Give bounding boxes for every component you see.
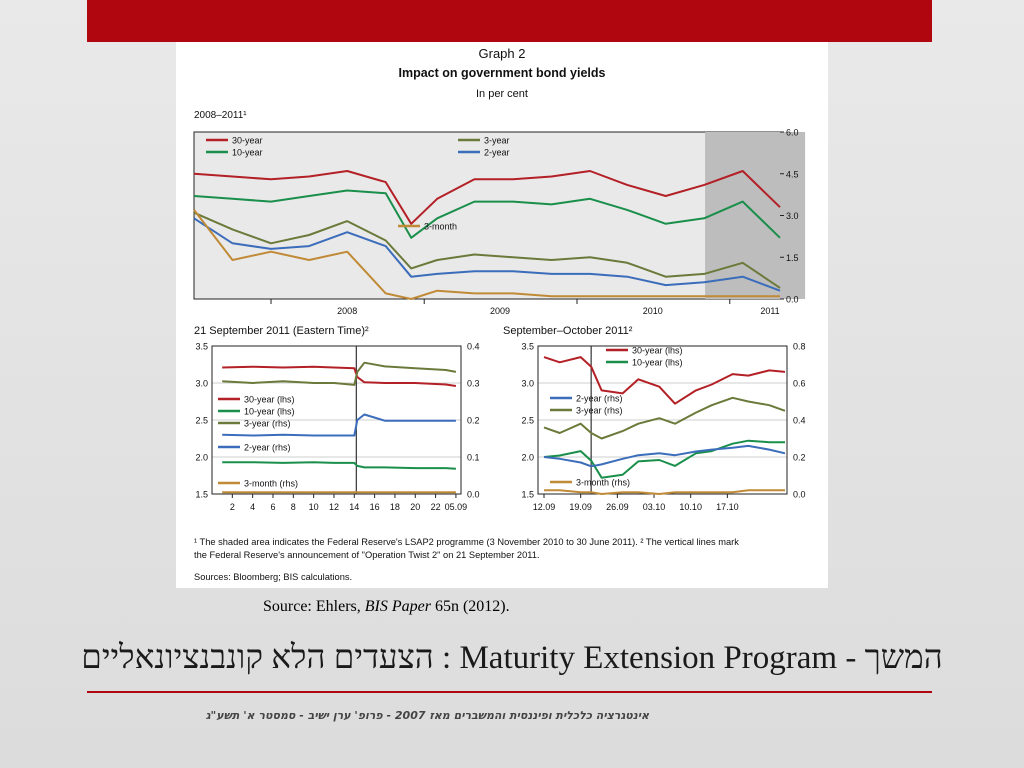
chart-br-3-year-rhs-legend-label: 3-year (rhs) [576, 406, 623, 416]
source-suffix: 65n (2012). [430, 598, 510, 615]
chart-bl-y-right-label: 0.2 [467, 416, 480, 426]
top-y-tick-label: 6.0 [786, 128, 799, 138]
source-prefix: Source: Ehlers, [263, 598, 365, 615]
chart-bl-y-right-label: 0.1 [467, 453, 480, 463]
top-series-3-year [193, 211, 781, 289]
chart-br-series-2-year-rhs [543, 444, 786, 468]
bottom-left-chart: 1.5 2.0 2.5 3.0 3.5 0.0 0.1 0.2 0.3 0.4 2 4 6 8 10 12 14… [195, 342, 480, 513]
bottom-right-chart-title: September–October 2011² [503, 325, 633, 337]
figure-unit: In per cent [476, 88, 528, 100]
chart-bl-10-year-lhs-legend-label: 10-year (lhs) [244, 407, 295, 417]
chart-br-x-tick-label: 19.09 [569, 502, 592, 512]
top-accent-bar [87, 0, 932, 42]
chart-br-x-tick-label: 12.09 [533, 502, 556, 512]
chart-bl-x-tick-label: 8 [291, 502, 296, 512]
bis-figure: Graph 2 Impact on government bond yields… [176, 42, 828, 588]
slide-footer: אינטגרציה כלכלית ופיננסית והמשברים מאז 2… [205, 709, 649, 722]
chart-br-30-year-lhs-legend-label: 30-year (lhs) [632, 346, 683, 356]
top-30y-legend-label: 30-year [232, 136, 263, 146]
footnote-line-1: ¹ The shaded area indicates the Federal … [194, 537, 739, 547]
chart-bl-y-left-label: 1.5 [195, 490, 208, 500]
chart-bl-x-tick-label: 2 [230, 502, 235, 512]
chart-br-x-tick-label: 10.10 [679, 502, 702, 512]
top-10y-legend-label: 10-year [232, 148, 263, 158]
top-series-3-month [193, 209, 780, 300]
chart-br-2-year-rhs-legend-label: 2-year (rhs) [576, 394, 623, 404]
top-3y-legend-label: 3-year [484, 136, 510, 146]
chart-br-series-30-year-lhs [543, 356, 786, 405]
chart-bl-y-left-label: 3.0 [195, 379, 208, 389]
top-x-tick-label: 2010 [643, 306, 663, 316]
top-chart: 0.0 1.5 3.0 4.5 6.0 2008 2009 2010 2011 30-year 10… [193, 128, 806, 316]
chart-br-y-left-label: 3.0 [521, 379, 534, 389]
top-y-tick-label: 4.5 [786, 169, 799, 179]
chart-bl-frame [211, 345, 462, 495]
chart-bl-y-left-label: 2.0 [195, 453, 208, 463]
chart-bl-2-year-rhs-legend-label: 2-year (rhs) [244, 443, 291, 453]
chart-br-y-right-label: 0.6 [793, 379, 806, 389]
footnote-line-2: the Federal Reserve's announcement of "O… [194, 550, 540, 560]
chart-bl-series-30-year-lhs [222, 365, 457, 387]
chart-br-y-right-label: 0.0 [793, 490, 806, 500]
chart-bl-series-10-year-lhs [222, 461, 456, 470]
slide-title: הצעדים הלא קונבנציונאליים : Maturity Ext… [81, 640, 943, 676]
chart-br-series-3-year-rhs [543, 396, 786, 440]
chart-br-10-year-lhs-legend-label: 10-year (lhs) [632, 358, 683, 368]
chart-br-y-right-label: 0.8 [793, 342, 806, 352]
chart-bl-30-year-lhs-legend-label: 30-year (lhs) [244, 395, 295, 405]
graph-label: Graph 2 [478, 46, 526, 61]
slide-source: Source: Ehlers, BIS Paper 65n (2012). [263, 598, 510, 616]
title-underline [87, 691, 932, 693]
chart-br-y-left-label: 2.0 [521, 453, 534, 463]
chart-br-x-tick-label: 17.10 [716, 502, 739, 512]
top-x-tick-label: 2008 [337, 306, 357, 316]
chart-bl-x-tick-label: 20 [410, 502, 420, 512]
top-x-tick-label: 2009 [490, 306, 510, 316]
chart-br-y-left-label: 1.5 [521, 490, 534, 500]
chart-br-y-right-label: 0.2 [793, 453, 806, 463]
bottom-left-chart-title: 21 September 2011 (Eastern Time)² [194, 325, 369, 337]
chart-br-y-right-label: 0.4 [793, 416, 806, 426]
chart-br-x-tick-label: 03.10 [643, 502, 666, 512]
chart-bl-y-right-label: 0.4 [467, 342, 480, 352]
chart-bl-x-tick-label: 10 [309, 502, 319, 512]
chart-bl-x-tick-label: 18 [390, 502, 400, 512]
top-y-tick-label: 1.5 [786, 253, 799, 263]
chart-br-series-10-year-lhs [543, 439, 785, 479]
source-italic: BIS Paper [364, 598, 431, 615]
figure-title: Impact on government bond yields [398, 66, 606, 80]
chart-bl-3-month-rhs-legend-label: 3-month (rhs) [244, 479, 298, 489]
chart-bl-x-tick-label: 6 [270, 502, 275, 512]
top-2y-legend-label: 2-year [484, 148, 510, 158]
bottom-right-chart: 1.5 2.0 2.5 3.0 3.5 0.0 0.2 0.4 0.6 0.8 12.09 19.09… [521, 342, 806, 513]
sources-note: Sources: Bloomberg; BIS calculations. [194, 572, 353, 582]
chart-br-series-3-month-rhs [544, 489, 785, 495]
chart-bl-x-tick-label: 14 [349, 502, 359, 512]
chart-bl-x-tick-label: 05.09 [445, 502, 468, 512]
top-x-tick-label: 2011 [760, 306, 779, 316]
chart-br-3-month-rhs-legend-label: 3-month (rhs) [576, 478, 630, 488]
chart-br-y-left-label: 2.5 [521, 416, 534, 426]
top-series-30-year [193, 170, 781, 225]
chart-bl-x-tick-label: 4 [250, 502, 255, 512]
top-3m-legend-label: 3-month [424, 222, 457, 232]
chart-bl-y-right-label: 0.0 [467, 490, 480, 500]
top-series-2-year [193, 217, 781, 292]
chart-bl-3-year-rhs-legend-label: 3-year (rhs) [244, 419, 291, 429]
chart-bl-x-tick-label: 12 [329, 502, 339, 512]
top-y-tick-label: 0.0 [786, 295, 799, 305]
top-y-tick-label: 3.0 [786, 211, 799, 221]
chart-bl-series-2-year-rhs [222, 413, 456, 437]
top-series-10-year [193, 189, 781, 239]
chart-bl-y-left-label: 2.5 [195, 416, 208, 426]
chart-bl-x-tick-label: 22 [431, 502, 441, 512]
chart-bl-x-tick-label: 16 [370, 502, 380, 512]
chart-bl-y-left-label: 3.5 [195, 342, 208, 352]
chart-bl-series-3-year-rhs [222, 361, 457, 386]
top-chart-title: 2008–2011¹ [194, 110, 247, 121]
chart-br-y-left-label: 3.5 [521, 342, 534, 352]
chart-bl-y-right-label: 0.3 [467, 379, 480, 389]
chart-br-x-tick-label: 26.09 [606, 502, 629, 512]
